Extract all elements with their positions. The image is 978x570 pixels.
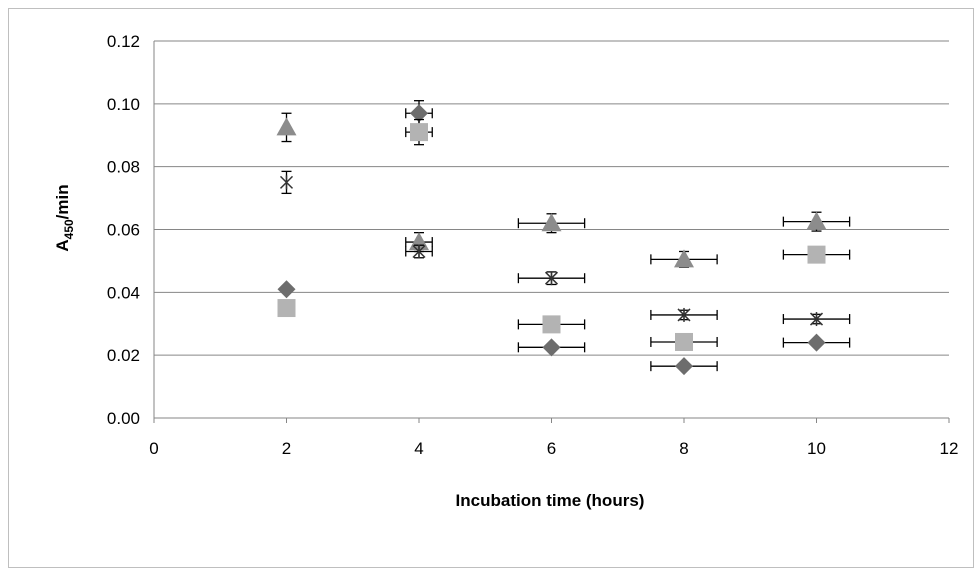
diamond-marker: [277, 280, 296, 299]
square-marker: [277, 299, 296, 318]
data-point-square: [650, 332, 718, 351]
y-tick-label: 0.00: [107, 409, 140, 428]
triangle-marker: [276, 117, 297, 136]
diamond-marker: [410, 104, 428, 123]
y-axis-title-subscript: 450: [62, 219, 76, 239]
y-tick-label: 0.08: [107, 158, 140, 177]
triangle-marker: [541, 213, 562, 232]
y-tick-label: 0.12: [107, 32, 140, 51]
y-tick-label: 0.10: [107, 95, 140, 114]
x-tick-label: 8: [679, 439, 688, 458]
x-tick-label: 4: [414, 439, 423, 458]
data-point-x-star: [279, 170, 294, 195]
axes: [153, 41, 950, 423]
data-point-triangle: [517, 213, 586, 234]
data-point-square: [517, 315, 586, 334]
diamond-marker: [675, 357, 693, 376]
x-tick-label: 12: [940, 439, 959, 458]
x-axis-title: Incubation time (hours): [456, 491, 645, 510]
data-point-square: [782, 245, 851, 264]
x-tick-label: 10: [807, 439, 826, 458]
data-point-x-star: [517, 271, 586, 286]
y-axis-title-suffix: /min: [53, 184, 72, 219]
square-marker: [410, 123, 428, 142]
data-marks: [276, 100, 851, 376]
x-tick-label: 0: [149, 439, 158, 458]
y-axis-title-main: A: [53, 239, 72, 251]
data-point-diamond: [782, 333, 851, 352]
diamond-marker: [542, 338, 561, 357]
x-tick-label: 2: [282, 439, 291, 458]
x-tick-label: 6: [547, 439, 556, 458]
data-point-triangle: [276, 112, 297, 143]
chart-frame: [8, 8, 974, 568]
data-point-x-star: [782, 312, 851, 327]
data-point-square: [277, 299, 296, 318]
triangle-marker: [806, 211, 827, 230]
y-tick-label: 0.06: [107, 221, 140, 240]
data-point-square: [405, 118, 433, 146]
y-tick-labels: 0.00 0.02 0.04 0.06 0.08 0.10 0.12: [107, 32, 140, 428]
data-point-triangle: [650, 249, 718, 268]
diamond-marker: [807, 333, 826, 352]
square-marker: [675, 332, 693, 351]
data-point-x-star: [405, 244, 433, 259]
y-tick-label: 0.02: [107, 346, 140, 365]
y-axis-title: A450/min: [53, 184, 76, 251]
data-point-diamond: [650, 357, 718, 376]
square-marker: [807, 245, 826, 264]
gridlines: [154, 40, 949, 356]
triangle-marker: [674, 249, 694, 268]
x-tick-labels: 0 2 4 6 8 10 12: [149, 439, 958, 458]
data-point-diamond: [277, 280, 296, 299]
data-point-triangle: [782, 211, 851, 232]
y-tick-label: 0.04: [107, 283, 140, 302]
data-point-diamond: [517, 338, 586, 357]
data-point-x-star: [650, 307, 718, 322]
data-point-diamond: [405, 100, 433, 127]
square-marker: [542, 315, 561, 334]
